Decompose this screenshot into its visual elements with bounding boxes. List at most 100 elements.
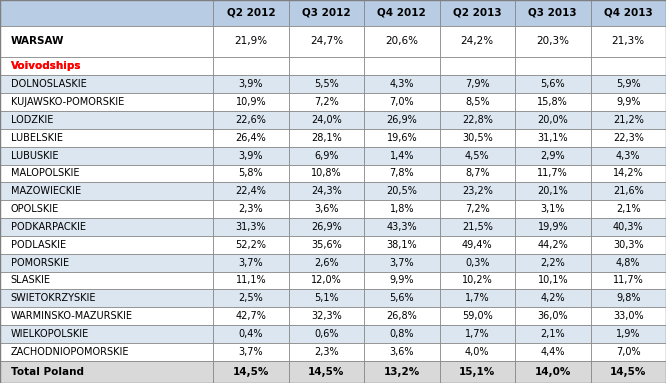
Text: 3,7%: 3,7% bbox=[238, 347, 263, 357]
Bar bbox=[288, 307, 364, 325]
Bar bbox=[213, 218, 288, 236]
Bar bbox=[213, 165, 288, 182]
Bar bbox=[364, 343, 440, 361]
Bar bbox=[288, 272, 364, 290]
Bar bbox=[515, 93, 591, 111]
Text: 12,0%: 12,0% bbox=[311, 275, 342, 285]
Bar bbox=[591, 218, 666, 236]
Text: 26,4%: 26,4% bbox=[236, 133, 266, 143]
Bar bbox=[213, 361, 288, 383]
Text: 7,9%: 7,9% bbox=[465, 79, 490, 89]
Text: 4,3%: 4,3% bbox=[390, 79, 414, 89]
Bar bbox=[591, 361, 666, 383]
Text: 14,5%: 14,5% bbox=[232, 367, 269, 377]
Bar bbox=[591, 147, 666, 165]
Bar bbox=[440, 93, 515, 111]
Bar bbox=[364, 325, 440, 343]
Text: 14,5%: 14,5% bbox=[308, 367, 344, 377]
Bar bbox=[515, 200, 591, 218]
Text: WARMINSKO-MAZURSKIE: WARMINSKO-MAZURSKIE bbox=[11, 311, 133, 321]
Text: Q2 2013: Q2 2013 bbox=[453, 8, 501, 18]
Text: 2,2%: 2,2% bbox=[540, 258, 565, 268]
Bar bbox=[515, 307, 591, 325]
Bar bbox=[288, 236, 364, 254]
Bar bbox=[364, 182, 440, 200]
Text: 5,8%: 5,8% bbox=[238, 169, 263, 178]
Text: 22,6%: 22,6% bbox=[235, 115, 266, 125]
Bar bbox=[0, 129, 213, 147]
Bar bbox=[364, 75, 440, 93]
Text: 11,7%: 11,7% bbox=[613, 275, 643, 285]
Text: 2,3%: 2,3% bbox=[314, 347, 338, 357]
Text: OPOLSKIE: OPOLSKIE bbox=[11, 204, 59, 214]
Bar bbox=[591, 236, 666, 254]
Bar bbox=[288, 218, 364, 236]
Bar bbox=[213, 272, 288, 290]
Text: 1,4%: 1,4% bbox=[390, 151, 414, 161]
Bar bbox=[515, 272, 591, 290]
Text: 21,3%: 21,3% bbox=[611, 36, 645, 46]
Text: 14,0%: 14,0% bbox=[535, 367, 571, 377]
Bar bbox=[288, 93, 364, 111]
Bar bbox=[288, 343, 364, 361]
Bar bbox=[515, 361, 591, 383]
Text: 30,5%: 30,5% bbox=[462, 133, 493, 143]
Text: WIELKOPOLSKIE: WIELKOPOLSKIE bbox=[11, 329, 89, 339]
Text: 7,2%: 7,2% bbox=[465, 204, 490, 214]
Bar bbox=[0, 111, 213, 129]
Bar bbox=[515, 0, 591, 26]
Text: 36,0%: 36,0% bbox=[537, 311, 568, 321]
Bar bbox=[364, 147, 440, 165]
Bar bbox=[288, 182, 364, 200]
Text: Q4 2012: Q4 2012 bbox=[378, 8, 426, 18]
Bar bbox=[591, 129, 666, 147]
Bar bbox=[364, 165, 440, 182]
Text: 32,3%: 32,3% bbox=[311, 311, 342, 321]
Bar bbox=[440, 26, 515, 57]
Bar bbox=[440, 361, 515, 383]
Text: 30,3%: 30,3% bbox=[613, 240, 643, 250]
Text: 2,9%: 2,9% bbox=[541, 151, 565, 161]
Bar bbox=[213, 343, 288, 361]
Text: Q3 2013: Q3 2013 bbox=[528, 8, 577, 18]
Bar bbox=[591, 93, 666, 111]
Bar bbox=[0, 307, 213, 325]
Bar bbox=[440, 165, 515, 182]
Bar bbox=[440, 218, 515, 236]
Bar bbox=[213, 200, 288, 218]
Text: 2,6%: 2,6% bbox=[314, 258, 338, 268]
Text: POMORSKIE: POMORSKIE bbox=[11, 258, 69, 268]
Bar bbox=[364, 307, 440, 325]
Bar bbox=[591, 0, 666, 26]
Bar bbox=[364, 254, 440, 272]
Bar bbox=[440, 254, 515, 272]
Text: 19,9%: 19,9% bbox=[537, 222, 568, 232]
Bar bbox=[213, 307, 288, 325]
Bar bbox=[213, 0, 288, 26]
Bar bbox=[440, 129, 515, 147]
Text: DOLNOSLASKIE: DOLNOSLASKIE bbox=[11, 79, 87, 89]
Bar bbox=[364, 111, 440, 129]
Bar bbox=[515, 182, 591, 200]
Text: 22,8%: 22,8% bbox=[462, 115, 493, 125]
Bar bbox=[440, 343, 515, 361]
Text: 5,6%: 5,6% bbox=[390, 293, 414, 303]
Text: 8,5%: 8,5% bbox=[465, 97, 490, 107]
Text: MALOPOLSKIE: MALOPOLSKIE bbox=[11, 169, 79, 178]
Bar bbox=[0, 236, 213, 254]
Text: 42,7%: 42,7% bbox=[235, 311, 266, 321]
Text: 8,7%: 8,7% bbox=[465, 169, 490, 178]
Text: 31,1%: 31,1% bbox=[537, 133, 568, 143]
Text: 3,6%: 3,6% bbox=[390, 347, 414, 357]
Text: LODZKIE: LODZKIE bbox=[11, 115, 53, 125]
Text: 2,1%: 2,1% bbox=[616, 204, 641, 214]
Bar bbox=[440, 272, 515, 290]
Text: 43,3%: 43,3% bbox=[386, 222, 417, 232]
Bar bbox=[591, 325, 666, 343]
Text: 9,9%: 9,9% bbox=[616, 97, 641, 107]
Bar bbox=[0, 343, 213, 361]
Bar bbox=[288, 361, 364, 383]
Bar bbox=[591, 182, 666, 200]
Bar bbox=[213, 182, 288, 200]
Bar bbox=[515, 129, 591, 147]
